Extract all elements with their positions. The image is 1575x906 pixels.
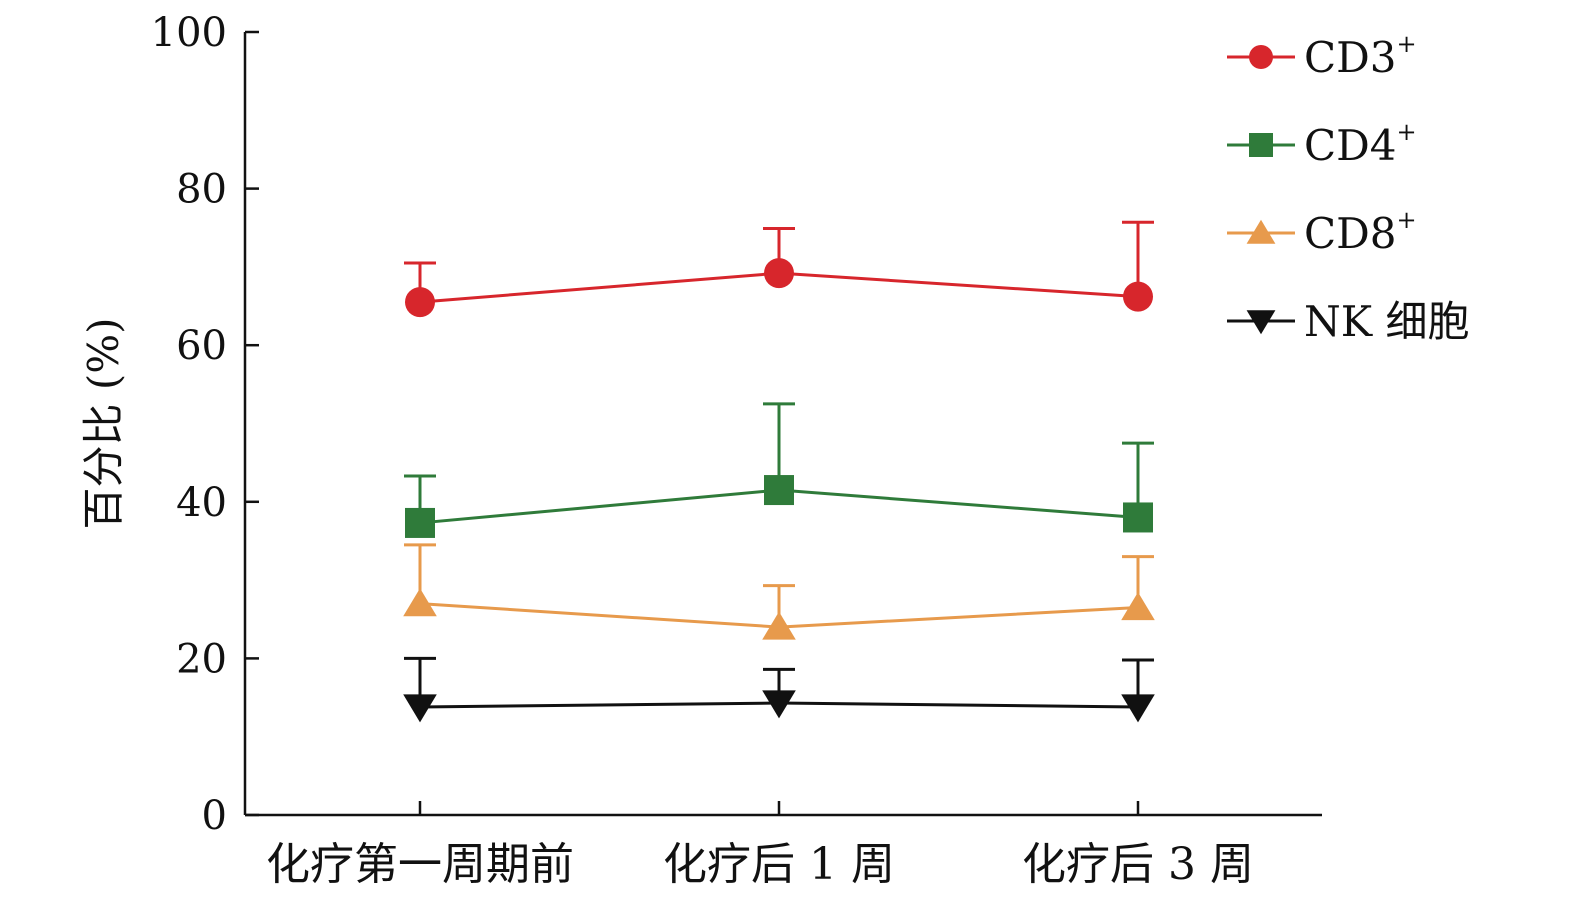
x-tick-label: 化疗后 3 周 (1022, 839, 1254, 890)
y-tick-label: 20 (176, 636, 227, 682)
series (403, 543, 1155, 640)
data-point (405, 507, 435, 538)
y-axis-title: 百分比 (%) (79, 317, 128, 529)
data-point (762, 611, 796, 640)
legend: CD3+ CD4+ CD8+ NK 细胞 (1227, 30, 1469, 346)
legend-label: CD3+ (1304, 30, 1417, 82)
y-tick-label: 60 (176, 323, 227, 369)
data-point (1123, 281, 1153, 312)
series (403, 656, 1155, 723)
data-point (403, 694, 437, 723)
data-point (764, 258, 794, 289)
data-point (1246, 310, 1276, 335)
y-tick-label: 40 (176, 480, 227, 526)
legend-superscript: + (1397, 30, 1417, 58)
data-point (1249, 45, 1273, 69)
legend-label: CD8+ (1304, 206, 1417, 258)
legend-superscript: + (1397, 206, 1417, 234)
data-point (1121, 592, 1155, 621)
series (404, 220, 1154, 318)
data-point (1123, 502, 1153, 533)
legend-label: CD4+ (1304, 118, 1417, 170)
data-point (1121, 694, 1155, 723)
x-tick-label: 化疗后 1 周 (663, 839, 895, 890)
y-tick-label: 100 (151, 10, 227, 56)
data-point (1246, 219, 1276, 244)
legend-item: CD8+ (1227, 206, 1417, 258)
y-tick-label: 80 (176, 167, 227, 213)
y-axis-ticks: 0 20 40 60 80 100 (151, 10, 259, 839)
y-tick-label: 0 (202, 793, 227, 839)
data-point (762, 690, 796, 719)
legend-superscript: + (1397, 118, 1417, 146)
legend-item: CD3+ (1227, 30, 1417, 82)
x-axis-ticks: 化疗第一周期前 化疗后 1 周 化疗后 3 周 (266, 801, 1254, 890)
data-point (405, 287, 435, 318)
series (404, 402, 1154, 538)
legend-label: NK 细胞 (1304, 297, 1469, 346)
plot-area (403, 220, 1155, 723)
data-point (764, 475, 794, 506)
x-tick-label: 化疗第一周期前 (266, 839, 574, 890)
legend-item: CD4+ (1227, 118, 1417, 170)
data-point (1249, 133, 1273, 157)
legend-item: NK 细胞 (1227, 297, 1469, 346)
chart-axes (243, 32, 1322, 817)
data-point (403, 588, 437, 617)
